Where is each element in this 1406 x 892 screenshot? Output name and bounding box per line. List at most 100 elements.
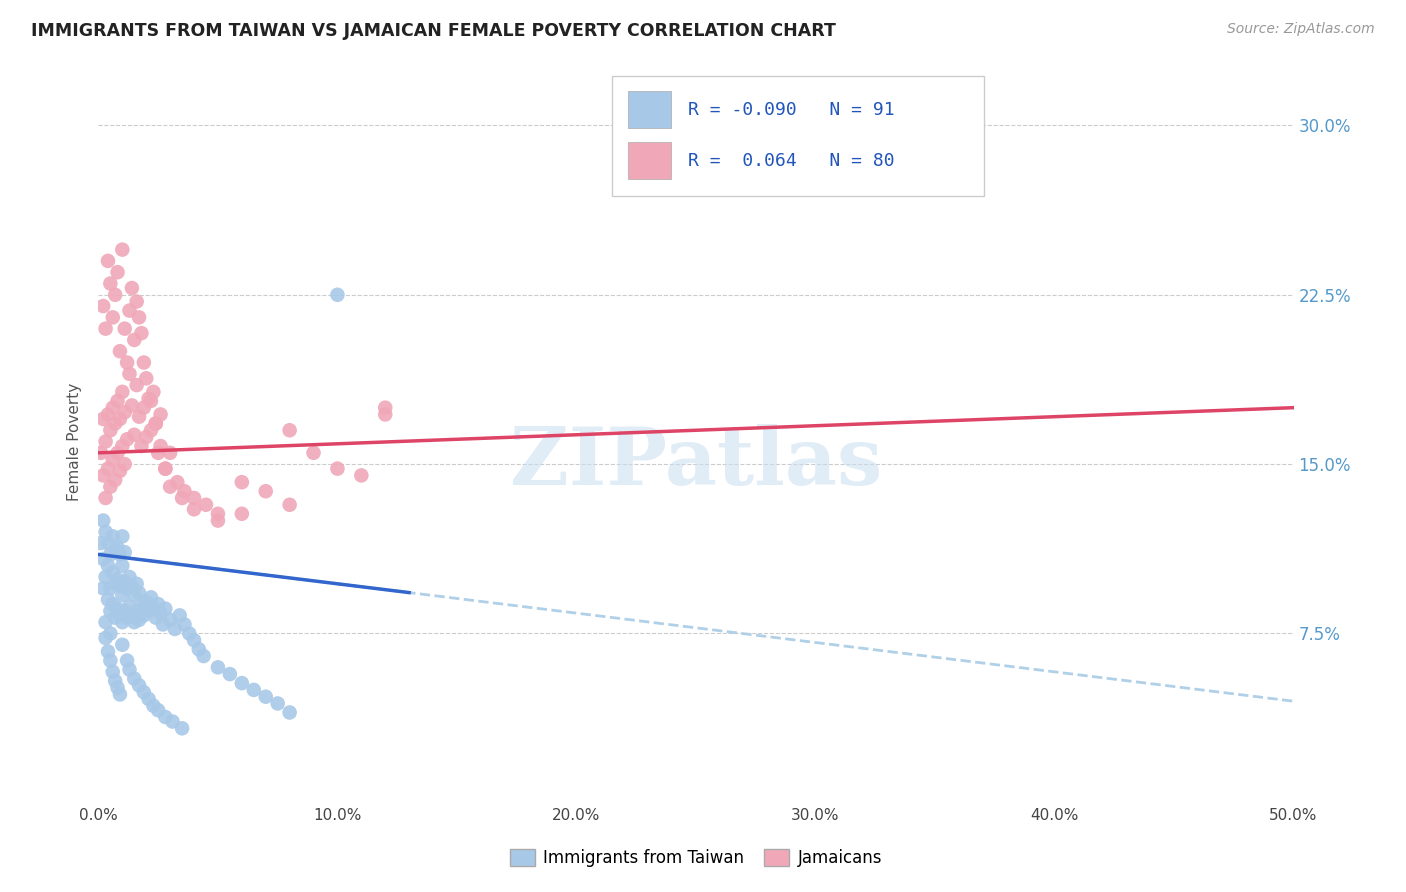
- Point: [115, 355, 138, 369]
- Point: [107, 541, 129, 555]
- Point: [98, 480, 122, 494]
- Point: [159, 613, 181, 627]
- Point: [91, 514, 114, 528]
- Point: [104, 287, 127, 301]
- Point: [124, 333, 146, 347]
- Point: [118, 599, 141, 614]
- Point: [135, 595, 157, 609]
- Point: [183, 502, 205, 516]
- Point: [90, 446, 112, 460]
- Point: [254, 690, 277, 704]
- Point: [91, 468, 114, 483]
- Point: [278, 498, 301, 512]
- Point: [97, 558, 120, 573]
- Point: [90, 536, 112, 550]
- Point: [173, 484, 195, 499]
- Point: [187, 642, 209, 657]
- Point: [104, 473, 127, 487]
- Point: [108, 608, 131, 623]
- Point: [101, 665, 124, 679]
- Point: [231, 676, 253, 690]
- Point: [173, 617, 195, 632]
- Point: [254, 484, 277, 499]
- Point: [115, 610, 138, 624]
- Point: [97, 253, 120, 268]
- Point: [104, 610, 127, 624]
- Point: [107, 446, 129, 460]
- Point: [142, 698, 165, 713]
- Point: [91, 582, 114, 596]
- Point: [132, 401, 155, 415]
- Point: [302, 446, 325, 460]
- Point: [142, 601, 165, 615]
- Text: IMMIGRANTS FROM TAIWAN VS JAMAICAN FEMALE POVERTY CORRELATION CHART: IMMIGRANTS FROM TAIWAN VS JAMAICAN FEMAL…: [31, 22, 835, 40]
- Point: [121, 608, 143, 623]
- Point: [231, 475, 253, 490]
- Point: [111, 439, 134, 453]
- Point: [118, 663, 141, 677]
- Point: [183, 491, 205, 505]
- Text: Source: ZipAtlas.com: Source: ZipAtlas.com: [1227, 22, 1375, 37]
- Point: [111, 558, 134, 573]
- Point: [166, 475, 188, 490]
- Point: [111, 243, 134, 257]
- Point: [107, 265, 129, 279]
- Point: [104, 417, 127, 431]
- Point: [107, 601, 129, 615]
- Point: [219, 667, 242, 681]
- Point: [101, 566, 124, 580]
- Point: [114, 457, 136, 471]
- Point: [98, 654, 122, 668]
- Point: [98, 582, 122, 596]
- Point: [139, 591, 162, 605]
- Point: [118, 367, 141, 381]
- Point: [101, 401, 124, 415]
- Point: [193, 648, 215, 663]
- Point: [111, 588, 134, 602]
- Point: [278, 706, 301, 720]
- Point: [97, 461, 120, 475]
- Point: [374, 408, 396, 422]
- Point: [148, 703, 170, 717]
- Point: [155, 461, 177, 475]
- Point: [118, 570, 141, 584]
- Point: [149, 606, 172, 620]
- Point: [155, 710, 177, 724]
- Point: [114, 604, 136, 618]
- Point: [111, 638, 134, 652]
- Point: [172, 721, 194, 735]
- Point: [152, 617, 174, 632]
- Point: [121, 281, 143, 295]
- Point: [97, 536, 120, 550]
- Point: [207, 660, 229, 674]
- Point: [91, 552, 114, 566]
- Point: [97, 592, 120, 607]
- Point: [155, 601, 177, 615]
- Point: [125, 294, 148, 309]
- Point: [101, 529, 124, 543]
- Point: [108, 579, 131, 593]
- Point: [111, 615, 134, 630]
- Point: [131, 599, 153, 614]
- Point: [94, 491, 117, 505]
- Point: [114, 321, 136, 335]
- Point: [101, 310, 124, 325]
- Point: [172, 491, 194, 505]
- Point: [108, 687, 131, 701]
- Point: [135, 430, 157, 444]
- Point: [128, 678, 150, 692]
- Point: [94, 570, 117, 584]
- Point: [125, 378, 148, 392]
- Point: [159, 446, 181, 460]
- Point: [94, 631, 117, 645]
- Point: [115, 582, 138, 596]
- Point: [97, 408, 120, 422]
- Point: [98, 277, 122, 291]
- Point: [121, 579, 143, 593]
- Point: [159, 480, 181, 494]
- Point: [111, 384, 134, 399]
- Point: [132, 685, 155, 699]
- Point: [107, 572, 129, 586]
- Point: [326, 461, 349, 475]
- Point: [124, 672, 146, 686]
